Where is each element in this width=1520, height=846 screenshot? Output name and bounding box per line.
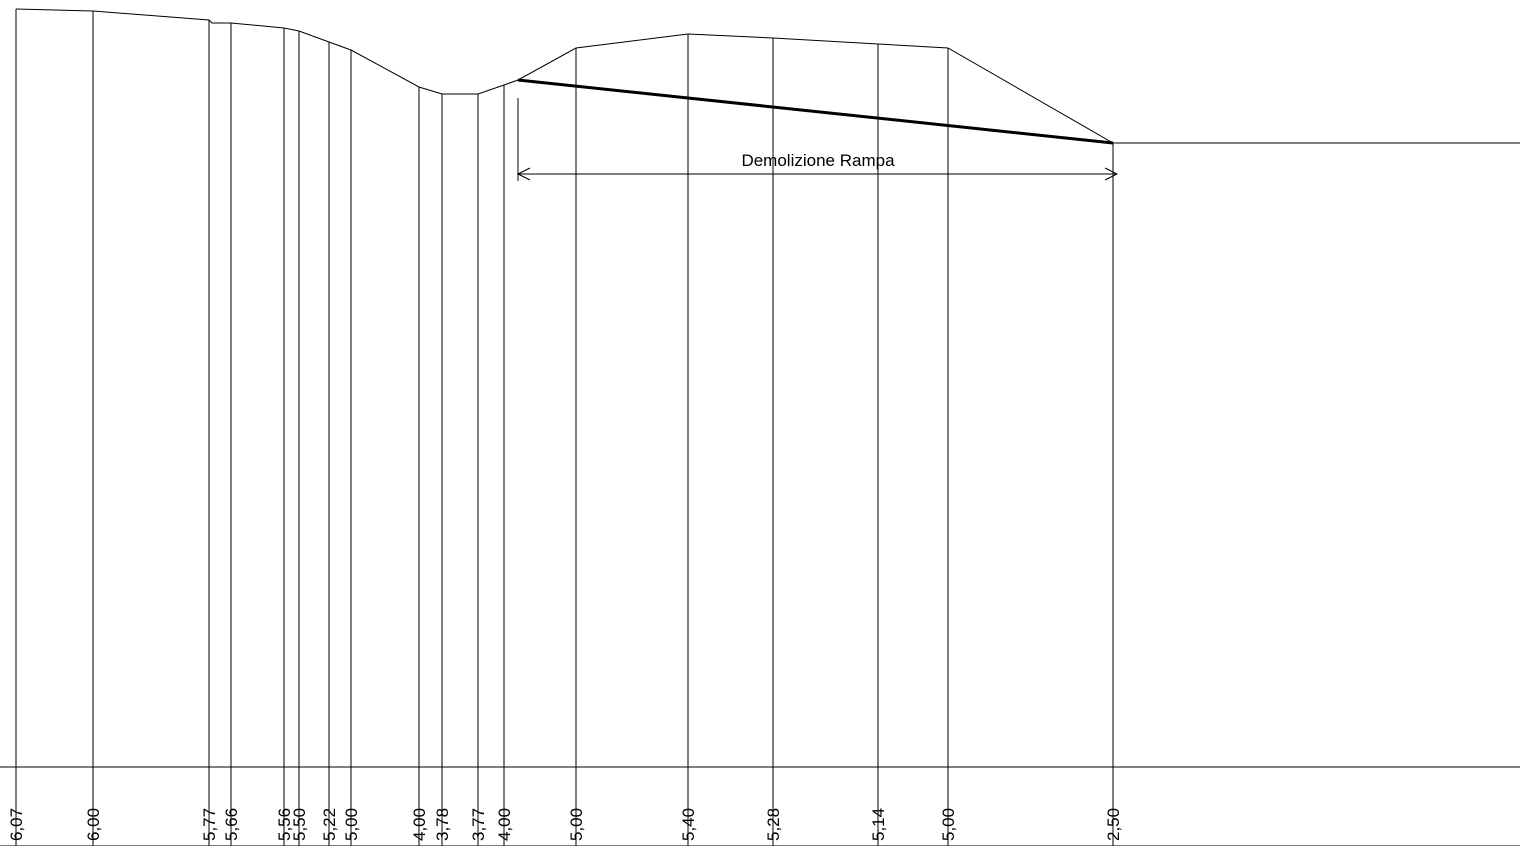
elevation-label: 5,77 <box>200 808 219 841</box>
elevation-label: 5,00 <box>939 808 958 841</box>
elevation-label: 5,50 <box>290 808 309 841</box>
demolition-ramp-line <box>517 78 1114 145</box>
elevation-label: 5,56 <box>275 808 294 841</box>
elevation-label: 4,00 <box>495 808 514 841</box>
demolition-dimension-label: Demolizione Rampa <box>741 151 895 170</box>
elevation-label: 2,50 <box>1104 808 1123 841</box>
elevation-label: 6,00 <box>84 808 103 841</box>
elevation-label: 6,07 <box>7 808 26 841</box>
elevation-label: 5,14 <box>869 808 888 841</box>
elevation-label: 4,00 <box>410 808 429 841</box>
elevation-label: 5,40 <box>679 808 698 841</box>
elevation-label: 5,00 <box>567 808 586 841</box>
elevation-label: 3,77 <box>469 808 488 841</box>
elevation-label: 5,00 <box>342 808 361 841</box>
elevation-label: 3,78 <box>433 808 452 841</box>
elevation-labels: 6,07 6,00 5,77 5,66 5,565,50 5,22 5,00 4,00 3,78… <box>7 808 1123 841</box>
elevation-label: 5,28 <box>764 808 783 841</box>
ordinate-lines <box>15 9 1114 846</box>
elevation-label: 5,66 <box>222 808 241 841</box>
ground-profile-line <box>15 8 1520 144</box>
elevation-label: 5,22 <box>320 808 339 841</box>
dimension-arrow-left <box>516 167 531 181</box>
dimension-arrow-right <box>1104 167 1119 181</box>
